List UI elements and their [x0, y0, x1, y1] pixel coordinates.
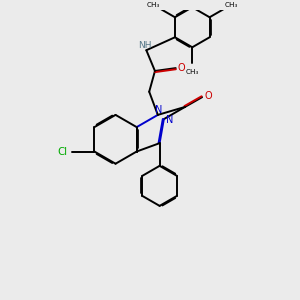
Text: N: N: [155, 105, 162, 115]
Text: CH₃: CH₃: [225, 2, 238, 8]
Text: O: O: [205, 91, 212, 101]
Text: Cl: Cl: [57, 146, 67, 157]
Text: CH₃: CH₃: [186, 69, 199, 75]
Text: O: O: [178, 63, 185, 73]
Text: N: N: [167, 115, 174, 125]
Text: NH: NH: [138, 40, 152, 50]
Text: CH₃: CH₃: [147, 2, 160, 8]
